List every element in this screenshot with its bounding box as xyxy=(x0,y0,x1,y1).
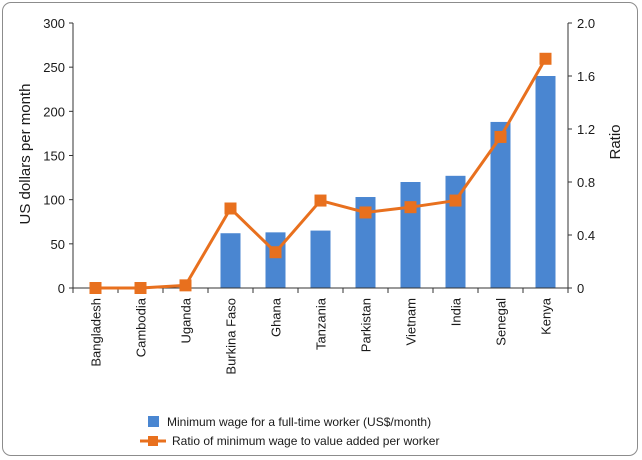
x-category-label: Bangladesh xyxy=(89,298,104,367)
bar xyxy=(535,76,556,288)
y2-tick-label: 0.4 xyxy=(577,228,595,243)
legend-bar-swatch xyxy=(148,416,159,427)
ratio-marker xyxy=(539,52,552,65)
y-axis-title: US dollars per month xyxy=(17,84,34,225)
ratio-marker xyxy=(314,194,327,207)
ratio-marker xyxy=(359,206,372,219)
bar xyxy=(355,197,376,288)
y-tick-label: 0 xyxy=(58,281,65,296)
bar xyxy=(220,233,241,288)
x-category-label: Cambodia xyxy=(134,297,149,357)
x-category-label: Uganda xyxy=(179,297,194,343)
x-category-label: Parkistan xyxy=(359,298,374,352)
bar xyxy=(310,230,331,288)
ratio-marker xyxy=(134,282,147,294)
x-category-label: Burkina Faso xyxy=(224,298,239,375)
ratio-marker xyxy=(404,201,417,214)
ratio-marker xyxy=(269,246,282,259)
plot-area: 0 50 100 150 200 250 300 0 0.4 0.8 1.2 1.6 2.0 Bangla… xyxy=(43,16,595,375)
ratio-marker xyxy=(179,279,192,292)
y-tick-label: 200 xyxy=(43,104,65,119)
x-category-label: Ghana xyxy=(269,297,284,337)
x-category-label: Tanzania xyxy=(314,297,329,350)
ratio-marker xyxy=(89,282,102,294)
legend-marker-swatch xyxy=(148,436,158,446)
ratio-marker xyxy=(449,194,462,207)
bar xyxy=(400,182,421,288)
x-category-label: Senegal xyxy=(494,298,509,346)
bar xyxy=(265,232,286,288)
ratio-marker xyxy=(494,130,507,143)
y2-tick-label: 2.0 xyxy=(577,16,595,31)
x-category-label: India xyxy=(449,297,464,326)
y2-tick-label: 0.8 xyxy=(577,175,595,190)
y2-tick-label: 1.6 xyxy=(577,69,595,84)
chart-frame xyxy=(2,2,638,456)
y2-axis-title: Ratio xyxy=(607,124,624,159)
y-tick-label: 250 xyxy=(43,60,65,75)
y-tick-label: 150 xyxy=(43,149,65,164)
x-category-label: Vietnam xyxy=(404,298,419,345)
y-tick-label: 300 xyxy=(43,16,65,31)
y2-tick-label: 0 xyxy=(577,281,584,296)
y2-tick-label: 1.2 xyxy=(577,122,595,137)
legend-line-label: Ratio of minimum wage to value added per… xyxy=(172,434,439,448)
ratio-marker xyxy=(224,202,237,215)
x-category-label: Kenya xyxy=(539,297,554,335)
y-tick-label: 100 xyxy=(43,193,65,208)
legend-bar-label: Minimum wage for a full-time worker (US$… xyxy=(167,415,431,429)
y-tick-label: 50 xyxy=(51,237,65,252)
legend: Minimum wage for a full-time worker (US$… xyxy=(140,415,439,448)
bar xyxy=(490,121,511,288)
